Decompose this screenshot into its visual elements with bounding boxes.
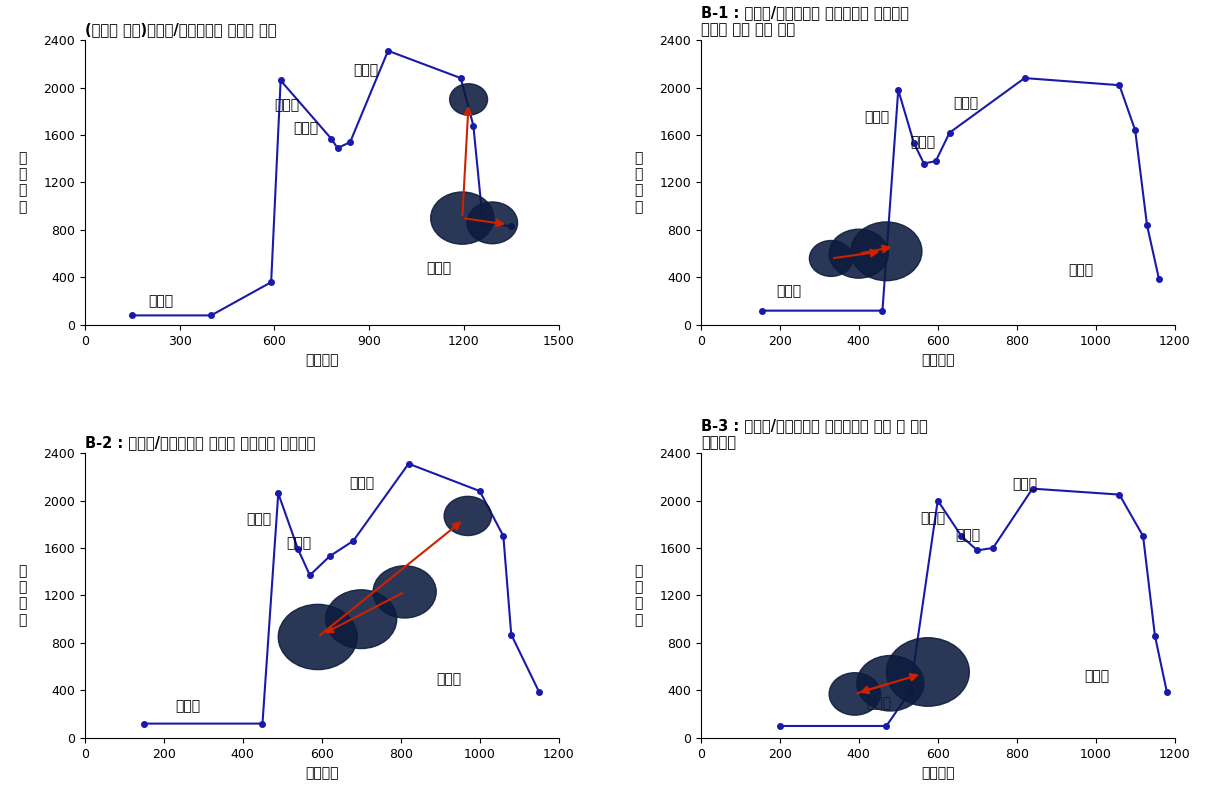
Text: (중분류 전체)폐기물/바이오매스 가스화 기술: (중분류 전체)폐기물/바이오매스 가스화 기술	[85, 22, 276, 38]
X-axis label: 출원인수: 출원인수	[922, 353, 954, 367]
Text: 퇴조기: 퇴조기	[247, 512, 271, 526]
Text: B-2 : 폐기물/바이오매스 가스화 합성가스 정제기술: B-2 : 폐기물/바이오매스 가스화 합성가스 정제기술	[85, 435, 315, 451]
Text: 퇴조기: 퇴조기	[275, 99, 299, 112]
Text: 도입기: 도입기	[176, 699, 201, 713]
Ellipse shape	[467, 202, 517, 244]
Text: 발전기: 발전기	[1084, 669, 1109, 683]
Text: 부활기: 부활기	[293, 121, 318, 135]
Y-axis label: 특
허
건
수: 특 허 건 수	[18, 152, 27, 214]
Ellipse shape	[857, 655, 924, 711]
Text: B-1 : 페기물/바이오매스 가스화로의 합성가스
생산비 제어 운전 기술: B-1 : 페기물/바이오매스 가스화로의 합성가스 생산비 제어 운전 기술	[701, 5, 908, 38]
Ellipse shape	[279, 605, 357, 670]
Text: 부활기: 부활기	[286, 537, 311, 550]
Ellipse shape	[886, 638, 969, 707]
Ellipse shape	[449, 83, 488, 115]
Text: 성숙기: 성숙기	[1012, 477, 1038, 491]
Text: 도입기: 도입기	[776, 285, 800, 298]
Y-axis label: 특
허
건
수: 특 허 건 수	[635, 152, 643, 214]
Ellipse shape	[431, 192, 494, 244]
Text: 부활기: 부활기	[955, 528, 981, 542]
Text: 퇴조기: 퇴조기	[865, 110, 890, 124]
Text: 퇴조기: 퇴조기	[920, 512, 945, 525]
Text: B-3 : 폐기물/바이오매스 합성가스의 연료 및 원료
전환기술: B-3 : 폐기물/바이오매스 합성가스의 연료 및 원료 전환기술	[701, 418, 928, 451]
Text: 성숙기: 성숙기	[953, 96, 978, 110]
X-axis label: 출원인수: 출원인수	[305, 766, 338, 780]
Text: 발전기: 발전기	[1068, 263, 1094, 277]
Text: 발전기: 발전기	[436, 673, 461, 687]
Ellipse shape	[830, 229, 889, 278]
Text: 발전기: 발전기	[426, 261, 450, 275]
Text: 도입기: 도입기	[148, 294, 173, 308]
Text: 부활기: 부활기	[911, 136, 935, 149]
X-axis label: 출원인수: 출원인수	[305, 353, 338, 367]
Ellipse shape	[830, 673, 880, 715]
Text: 성숙기: 성숙기	[349, 476, 374, 490]
Ellipse shape	[851, 222, 922, 281]
Ellipse shape	[326, 589, 397, 649]
Ellipse shape	[373, 565, 436, 618]
Text: 성숙기: 성숙기	[354, 63, 378, 77]
Ellipse shape	[809, 241, 853, 277]
Y-axis label: 특
허
건
수: 특 허 건 수	[18, 564, 27, 626]
Y-axis label: 특
허
건
수: 특 허 건 수	[635, 564, 643, 626]
X-axis label: 출원인수: 출원인수	[922, 766, 954, 780]
Text: 도입기: 도입기	[867, 696, 891, 711]
Ellipse shape	[444, 496, 492, 536]
